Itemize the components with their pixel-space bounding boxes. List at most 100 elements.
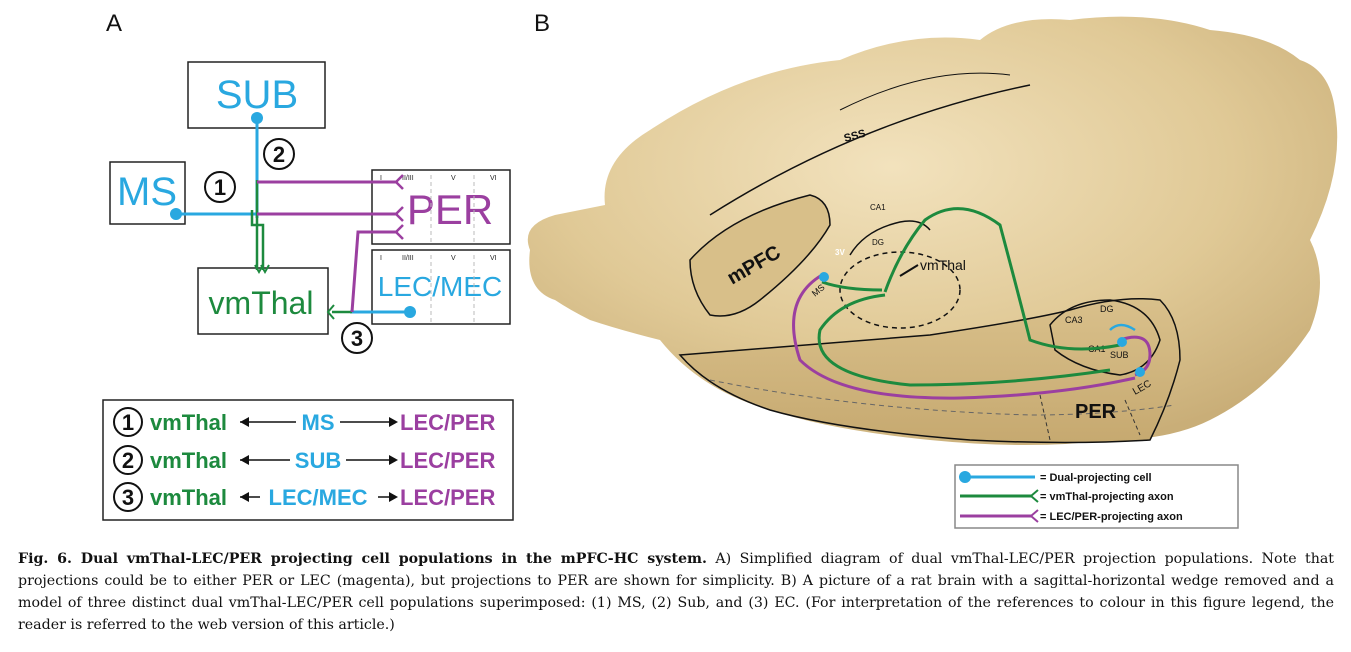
legend-label: = LEC/PER-projecting axon (1040, 511, 1183, 523)
number-label: 1 (214, 175, 226, 200)
caption-text: A) Simplified diagram of dual vmThal-LEC… (18, 551, 1334, 633)
legend-cell-icon (959, 471, 971, 483)
summary-vmthal: vmThal (150, 448, 227, 473)
vmthal-synapse-mark (326, 304, 335, 320)
vmthal-label-b: vmThal (920, 257, 966, 273)
lec-mec-label: LEC/MEC (378, 271, 502, 302)
number-circle-3 (341, 322, 373, 354)
arrowhead (389, 455, 398, 465)
sss-label: SSS (843, 128, 867, 145)
per-synapse-marks (394, 174, 404, 240)
green-axon-ms (817, 293, 1111, 387)
ca1-top-label: CA1 (870, 203, 886, 212)
rat-brain-illustration: SSS mPFC CA1 3V DG vmThal MS CA3 DG CA1 … (527, 16, 1338, 529)
green-axon-ms (250, 210, 265, 270)
per-box (371, 169, 511, 245)
figure-caption: Fig. 6. Dual vmThal-LEC/PER projecting c… (18, 548, 1334, 636)
per-layer-label: V (451, 175, 456, 182)
cut-surface (678, 298, 1181, 444)
legend-row-vmthal-axon: = vmThal-projecting axon (960, 489, 1174, 503)
lec-layer-label: II/III (402, 255, 414, 262)
3v-label: 3V (835, 248, 845, 257)
summary-target: LEC/PER (400, 485, 495, 510)
summary-number-circle (113, 407, 143, 437)
per-boundary (1039, 394, 1051, 441)
ms-box (109, 161, 186, 225)
number-circle-1 (204, 171, 236, 203)
panel-a-diagram: SUB MS PER I II/III V VI LEC/MEC I II/II… (102, 61, 514, 521)
midline (709, 84, 1031, 216)
ms-cell-b (819, 272, 829, 282)
dg-top-label: DG (872, 238, 884, 247)
vmthal-synapse-marks (254, 264, 270, 275)
legend-label: = Dual-projecting cell (1040, 472, 1152, 484)
sub-label: SUB (216, 73, 298, 117)
sss-line (839, 72, 1011, 111)
green-axon-sub (883, 207, 1121, 351)
ca3-label: CA3 (1065, 315, 1083, 325)
summary-source: MS (302, 410, 335, 435)
arrowhead (240, 455, 249, 465)
summary-number-circle (113, 445, 143, 475)
lec-layer-label: I (380, 255, 382, 262)
thalamus-outline (839, 251, 961, 329)
per-layer-label: II/III (402, 175, 414, 182)
cut-dashed-line (709, 379, 1176, 416)
summary-source: LEC/MEC (269, 485, 368, 510)
lec-boundary (1124, 399, 1141, 436)
ventral-hc-outline (1049, 299, 1161, 376)
summary-vmthal: vmThal (150, 485, 227, 510)
summary-vmthal: vmThal (150, 410, 227, 435)
number-label: 3 (351, 326, 363, 351)
dg-label: DG (1100, 304, 1114, 314)
ec-cell (404, 306, 416, 318)
arrowhead (389, 417, 398, 427)
summary-row-1: 1 vmThal MS LEC/PER (113, 407, 495, 437)
sub-dendrite (1109, 323, 1136, 332)
panel-b: B SSS mPFC CA1 3V D (510, 0, 1351, 540)
panel-b-letter: B (534, 10, 551, 37)
summary-target: LEC/PER (400, 448, 495, 473)
legend-label: = vmThal-projecting axon (1040, 491, 1174, 503)
legend-synapse-icon (1029, 489, 1039, 503)
per-label: PER (407, 186, 493, 233)
sub-label-b: SUB (1110, 350, 1129, 360)
vmthal-label: vmThal (209, 285, 314, 321)
per-layer-label: I (380, 175, 382, 182)
lec-layer-label: VI (490, 255, 497, 262)
panel-a-letter: A (106, 10, 123, 37)
lec-mec-box (371, 249, 511, 325)
ec-cell-b (1135, 367, 1145, 377)
magenta-axon-ms (792, 273, 1136, 400)
summary-number: 3 (122, 485, 134, 510)
summary-legend-box (102, 399, 514, 521)
green-axon-short (821, 280, 883, 292)
panel-a: A SUB MS PER I II/III V VI LEC/MEC I II/… (0, 0, 530, 540)
summary-source: SUB (295, 448, 341, 473)
arrowhead (240, 417, 249, 427)
lec-layer-label: V (451, 255, 456, 262)
summary-number: 2 (122, 448, 134, 473)
legend-synapse-icon (1029, 509, 1039, 523)
sub-cell-b (1117, 337, 1127, 347)
vmthal-pointer (899, 264, 919, 277)
ms-cell (170, 208, 182, 220)
summary-number: 1 (122, 410, 134, 435)
number-label: 2 (273, 142, 285, 167)
summary-row-3: 3 vmThal LEC/MEC LEC/PER (113, 482, 495, 512)
caption-title: Fig. 6. Dual vmThal-LEC/PER projecting c… (18, 551, 707, 567)
per-label-b: PER (1075, 401, 1117, 423)
magenta-axon-ec (350, 230, 398, 313)
summary-number-circle (113, 482, 143, 512)
arrowhead (240, 492, 249, 502)
sub-cell (251, 112, 263, 124)
per-layer-label: VI (490, 175, 497, 182)
number-circle-2 (263, 138, 295, 170)
legend-row-lecper-axon: = LEC/PER-projecting axon (960, 509, 1183, 523)
mpfc-region (689, 194, 831, 317)
arrowhead (389, 492, 398, 502)
summary-row-2: 2 vmThal SUB LEC/PER (113, 445, 495, 475)
legend-row-dual-cell: = Dual-projecting cell (959, 471, 1152, 484)
ms-label: MS (117, 170, 177, 214)
summary-target: LEC/PER (400, 410, 495, 435)
